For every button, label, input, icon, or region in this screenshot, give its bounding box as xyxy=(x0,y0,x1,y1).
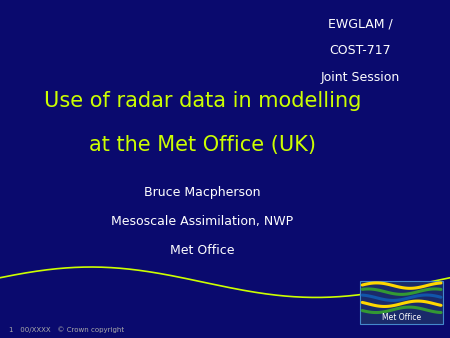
Text: COST-717: COST-717 xyxy=(329,44,391,57)
Text: Mesoscale Assimilation, NWP: Mesoscale Assimilation, NWP xyxy=(112,215,293,228)
Text: Use of radar data in modelling: Use of radar data in modelling xyxy=(44,91,361,112)
Bar xyxy=(360,281,443,324)
Text: Met Office: Met Office xyxy=(382,313,421,321)
Text: 1   00/XXXX   © Crown copyright: 1 00/XXXX © Crown copyright xyxy=(9,326,124,333)
Text: Bruce Macpherson: Bruce Macpherson xyxy=(144,186,261,199)
Text: at the Met Office (UK): at the Met Office (UK) xyxy=(89,135,316,155)
Text: EWGLAM /: EWGLAM / xyxy=(328,17,392,30)
Text: Joint Session: Joint Session xyxy=(320,71,400,84)
Text: Met Office: Met Office xyxy=(170,244,235,257)
